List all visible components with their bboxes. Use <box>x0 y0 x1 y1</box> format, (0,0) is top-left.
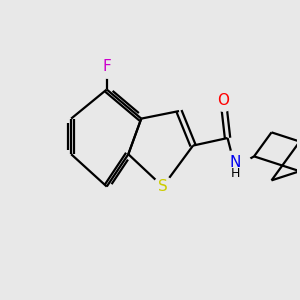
Text: S: S <box>158 179 168 194</box>
Text: N: N <box>230 155 241 170</box>
Text: H: H <box>230 167 240 180</box>
Text: F: F <box>102 59 111 74</box>
Text: O: O <box>217 93 229 108</box>
